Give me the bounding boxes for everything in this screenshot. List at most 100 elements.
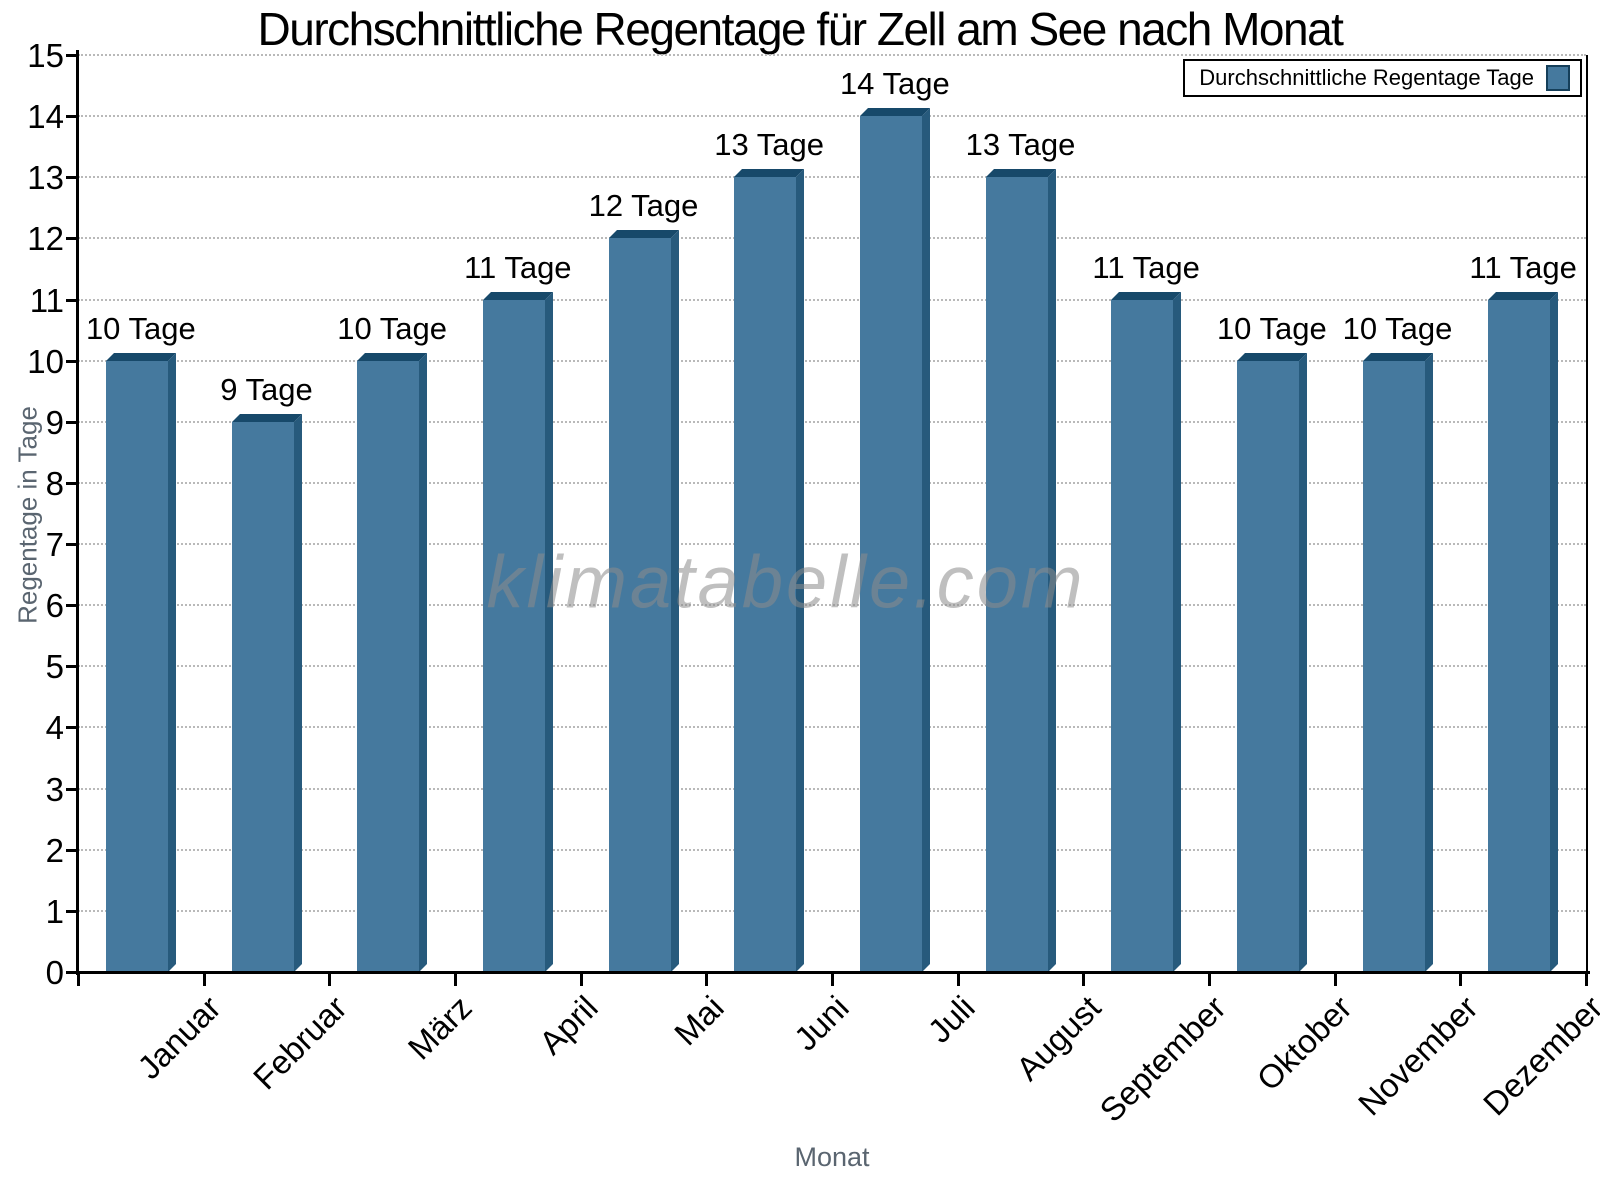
bar-value-label: 11 Tage <box>464 249 572 285</box>
bar-value-label: 12 Tage <box>588 188 699 224</box>
gridline <box>78 726 1586 729</box>
plot-right-border <box>1586 55 1588 972</box>
x-tick-label-mai: Mai <box>666 988 731 1053</box>
legend-swatch <box>1546 65 1570 91</box>
y-axis-line <box>76 50 79 975</box>
x-tick-label-april: April <box>531 988 605 1062</box>
gridline <box>78 604 1586 607</box>
bar-mai <box>608 238 671 972</box>
y-tick-mark <box>66 176 78 180</box>
y-tick-mark <box>66 237 78 241</box>
bar-value-label: 10 Tage <box>337 310 448 346</box>
y-tick-mark <box>66 971 78 974</box>
x-tick-mark <box>1459 974 1463 986</box>
y-tick-mark <box>66 726 78 730</box>
y-tick-label: 2 <box>45 831 64 869</box>
bar-märz <box>357 360 420 972</box>
y-tick-label: 7 <box>45 526 64 564</box>
y-tick-label: 9 <box>45 403 64 441</box>
y-tick-label: 14 <box>27 98 64 136</box>
legend-label: Durchschnittliche Regentage Tage <box>1199 65 1534 90</box>
watermark: klimatabelle.com <box>486 540 1086 624</box>
x-tick-label-september: September <box>1092 988 1233 1129</box>
y-tick-mark <box>66 665 78 669</box>
gridline <box>78 787 1586 790</box>
bar-august <box>985 177 1048 972</box>
x-tick-mark <box>77 974 80 986</box>
gridline <box>78 115 1586 118</box>
x-tick-mark <box>328 974 332 986</box>
bar-september <box>1111 299 1174 972</box>
y-tick-label: 11 <box>29 281 64 319</box>
y-tick-label: 8 <box>45 464 64 502</box>
y-tick-mark <box>66 481 78 485</box>
y-tick-mark <box>66 848 78 852</box>
y-tick-label: 6 <box>45 587 64 625</box>
x-tick-label-november: November <box>1350 988 1485 1123</box>
x-tick-mark <box>579 974 583 986</box>
x-tick-label-august: August <box>1008 988 1108 1088</box>
bar-value-label: 10 Tage <box>1216 310 1327 346</box>
x-tick-label-februar: Februar <box>245 988 354 1097</box>
x-tick-mark <box>454 974 457 986</box>
plot-area: 10 Tage Januar 9 Tage Februar 10 Tage März 11 … <box>78 54 1600 1129</box>
bar-januar <box>105 360 168 972</box>
gridline <box>78 237 1586 240</box>
gridline <box>78 298 1586 301</box>
x-tick-mark <box>956 974 960 986</box>
gridline <box>78 848 1586 851</box>
x-tick-mark <box>705 974 709 986</box>
x-tick-mark <box>1082 974 1086 986</box>
gridline <box>78 665 1586 668</box>
y-tick-mark <box>66 115 78 119</box>
y-tick-mark <box>66 909 78 913</box>
legend: Durchschnittliche Regentage Tage <box>1183 59 1582 97</box>
bar-november <box>1362 360 1425 972</box>
y-tick-mark <box>66 54 78 57</box>
x-tick-mark <box>831 974 834 986</box>
x-tick-label-dezember: Dezember <box>1476 988 1600 1123</box>
x-tick-label-juni: Juni <box>786 988 856 1058</box>
x-axis-title: Monat <box>794 1142 870 1172</box>
y-tick-mark <box>66 359 78 363</box>
bar-februar <box>231 421 294 972</box>
bar-value-label: 14 Tage <box>839 66 950 102</box>
x-axis-line <box>76 971 1590 974</box>
bar-value-label: 13 Tage <box>714 127 825 163</box>
x-tick-mark <box>1333 974 1337 986</box>
y-tick-mark <box>66 787 78 791</box>
y-tick-mark <box>66 543 78 547</box>
bar-value-label: 13 Tage <box>965 127 1076 163</box>
gridline <box>78 420 1586 423</box>
y-tick-label: 3 <box>45 770 64 808</box>
y-tick-label: 10 <box>27 342 64 380</box>
x-tick-mark <box>1208 974 1211 986</box>
y-tick-mark <box>66 420 78 424</box>
bar-value-label: 10 Tage <box>85 310 196 346</box>
y-tick-label: 1 <box>45 892 64 930</box>
bar-juli <box>859 116 922 972</box>
x-tick-label-oktober: Oktober <box>1249 988 1359 1098</box>
y-tick-mark <box>66 298 78 302</box>
x-tick-mark <box>1585 974 1588 986</box>
y-tick-label: 15 <box>27 37 64 74</box>
x-tick-mark <box>202 974 206 986</box>
y-tick-label: 0 <box>45 954 64 991</box>
bar-value-label: 9 Tage <box>220 371 313 407</box>
y-tick-mark <box>66 604 78 608</box>
bar-value-label: 11 Tage <box>1092 249 1200 285</box>
x-tick-label-märz: März <box>400 988 479 1067</box>
gridline <box>78 543 1586 546</box>
gridline <box>78 54 1586 56</box>
y-tick-label: 4 <box>45 709 64 747</box>
x-tick-label-juli: Juli <box>920 988 982 1050</box>
gridline <box>78 359 1586 362</box>
y-tick-label: 13 <box>27 159 64 197</box>
bar-oktober <box>1236 360 1299 972</box>
y-tick-label: 5 <box>45 648 64 686</box>
bar-april <box>482 299 545 972</box>
y-tick-label: 12 <box>27 220 64 258</box>
chart-title: Durchschnittliche Regentage für Zell am … <box>257 3 1344 55</box>
bar-juni <box>734 177 797 972</box>
